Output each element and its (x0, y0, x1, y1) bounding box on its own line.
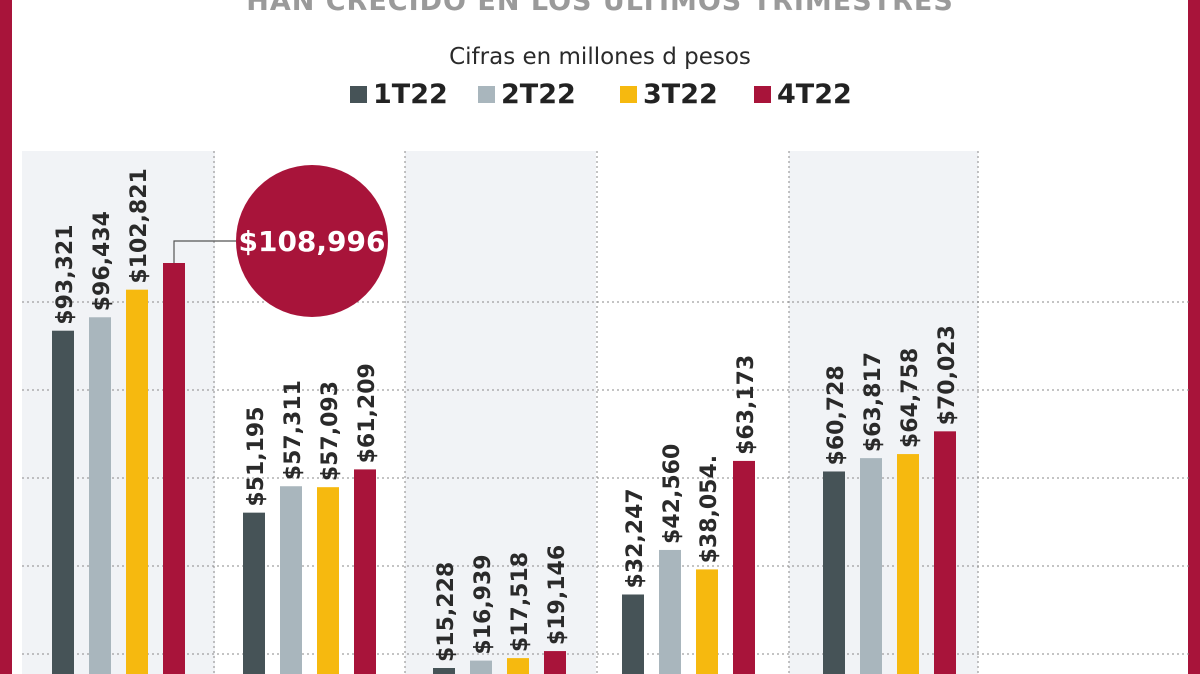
bar-1T22-3 (433, 668, 455, 674)
bar-1T22-1 (52, 330, 74, 674)
data-label-4T22-4: $63,173 (734, 355, 759, 455)
bar-4T22-1 (163, 263, 185, 674)
legend-swatch-1t22 (350, 85, 367, 103)
callout-connector (173, 240, 236, 263)
legend-label-2t22: 2T22 (501, 78, 576, 110)
data-label-3T22-5: $64,758 (898, 348, 923, 448)
legend-item-3t22: 3T22 (620, 77, 718, 111)
data-label-3T22-3: $17,518 (508, 552, 533, 652)
bar-3T22-4 (696, 569, 718, 674)
data-label-1T22-5: $60,728 (824, 365, 849, 465)
frame-right-border (1188, 0, 1200, 674)
legend-label-3t22: 3T22 (643, 78, 718, 110)
bar-2T22-1 (89, 317, 111, 674)
data-label-1T22-3: $15,228 (434, 562, 459, 662)
legend-swatch-4t22 (754, 85, 771, 103)
data-label-2T22-5: $63,817 (861, 352, 886, 452)
data-label-3T22-4: $38,054. (697, 455, 722, 564)
legend-item-1t22: 1T22 (350, 77, 448, 111)
data-label-4T22-3: $19,146 (545, 545, 570, 645)
data-label-1T22-2: $51,195 (244, 406, 269, 506)
data-label-2T22-1: $96,434 (90, 211, 115, 311)
data-label-3T22-1: $102,821 (127, 168, 152, 284)
legend-label-4t22: 4T22 (777, 78, 852, 110)
frame-left-border (0, 0, 12, 674)
panel-bg-2 (405, 151, 596, 674)
data-label-2T22-2: $57,311 (281, 380, 306, 480)
bar-3T22-5 (897, 454, 919, 674)
legend-swatch-3t22 (620, 85, 637, 103)
chart-subtitle: Cifras en millones d pesos (449, 44, 751, 70)
data-label-1T22-4: $32,247 (623, 488, 648, 588)
data-label-1T22-1: $93,321 (53, 224, 78, 324)
bar-4T22-2 (354, 469, 376, 674)
data-label-2T22-3: $16,939 (471, 554, 496, 654)
bar-3T22-1 (126, 289, 148, 674)
bar-4T22-3 (544, 651, 566, 674)
bar-4T22-4 (733, 460, 755, 674)
data-label-4T22-2: $61,209 (355, 363, 380, 463)
callout-circle (236, 165, 388, 317)
bar-4T22-5 (934, 431, 956, 674)
data-label-3T22-2: $57,093 (318, 381, 343, 481)
chart-title: HAN CRECIDO EN LOS ÚLTIMOS TRIMESTRES (246, 0, 954, 17)
bar-2T22-4 (659, 549, 681, 674)
legend-swatch-2t22 (478, 85, 495, 103)
data-label-2T22-4: $42,560 (660, 444, 685, 544)
data-label-4T22-5: $70,023 (935, 325, 960, 425)
panel-bg-1 (22, 151, 215, 674)
legend: 1T22 2T22 3T22 4T22 (0, 77, 1200, 111)
bar-1T22-4 (622, 594, 644, 674)
bar-2T22-3 (470, 660, 492, 674)
bar-3T22-2 (317, 487, 339, 674)
bar-2T22-5 (860, 458, 882, 674)
legend-item-2t22: 2T22 (478, 77, 576, 111)
bar-3T22-3 (507, 658, 529, 674)
callout-value: $108,996 (238, 225, 385, 258)
bar-1T22-2 (243, 512, 265, 674)
legend-item-4t22: 4T22 (754, 77, 852, 111)
bar-1T22-5 (823, 471, 845, 674)
legend-label-1t22: 1T22 (373, 78, 448, 110)
bar-2T22-2 (280, 486, 302, 674)
